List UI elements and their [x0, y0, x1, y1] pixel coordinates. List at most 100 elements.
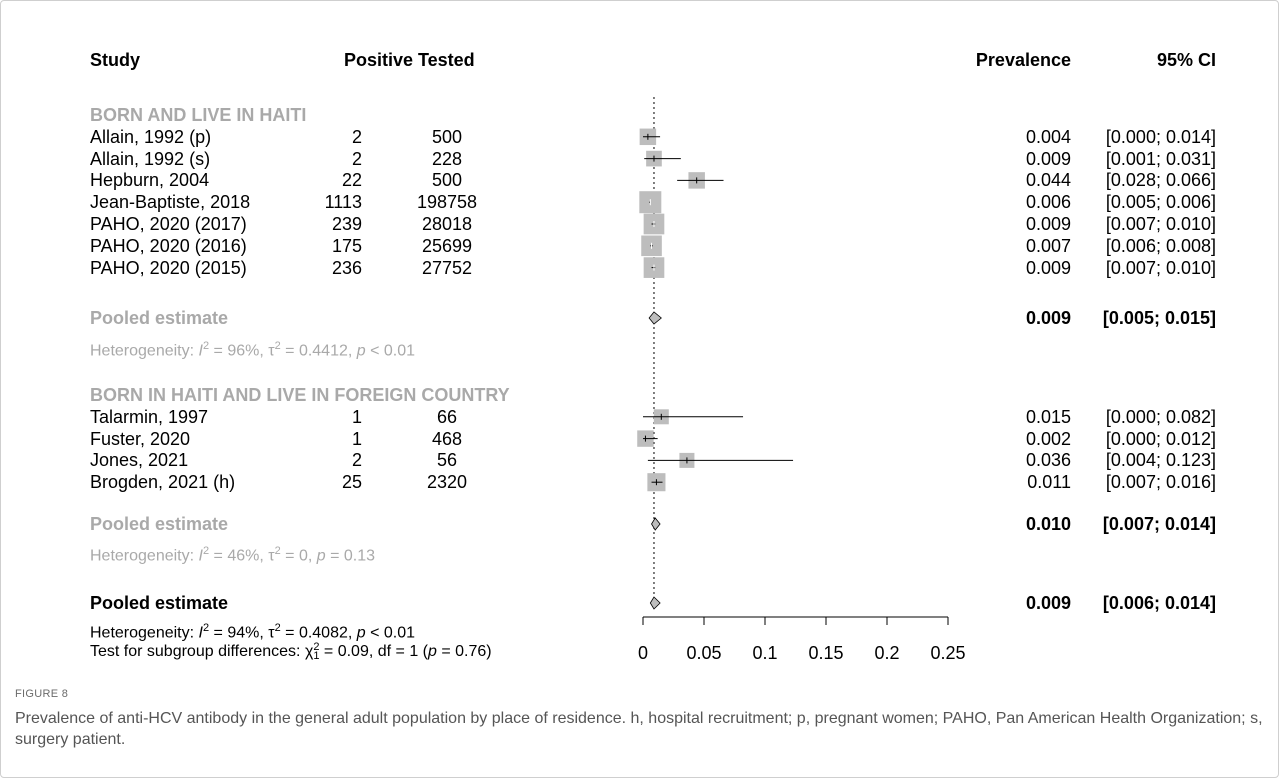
- forest-plot-svg: [637, 97, 949, 625]
- ci-value: [0.005; 0.006]: [1105, 192, 1216, 213]
- positive-count: 239: [331, 214, 362, 234]
- pooled-label: Pooled estimate: [90, 308, 229, 328]
- ci-value: [0.001; 0.031]: [1105, 148, 1216, 169]
- study-name: Jones, 2021: [90, 450, 189, 471]
- tau-value: = 0.4412,: [280, 342, 357, 360]
- x-tick-label: 0.1: [752, 643, 778, 663]
- positive-count: 1: [351, 406, 362, 427]
- p-value: < 0.01: [365, 342, 416, 360]
- forest-plot: Study Positive Tested Prevalence 95% CI BORN …: [90, 50, 1216, 663]
- pooled-prevalence: 0.010: [1025, 514, 1071, 534]
- study-name: Fuster, 2020: [90, 428, 191, 449]
- group-title: BORN IN HAITI AND LIVE IN FOREIGN COUNTR…: [90, 385, 510, 405]
- x-tick-label: 0.2: [874, 643, 900, 663]
- prevalence-value: 0.009: [1025, 214, 1071, 234]
- positive-count: 22: [341, 170, 362, 191]
- header-study: Study: [90, 50, 141, 70]
- ci-value: [0.000; 0.082]: [1105, 406, 1216, 427]
- ci-value: [0.007; 0.010]: [1105, 257, 1216, 278]
- pooled-ci: [0.007; 0.014]: [1102, 514, 1216, 534]
- study-name: Talarmin, 1997: [90, 406, 209, 427]
- prevalence-value: 0.011: [1027, 472, 1071, 493]
- ci-value: [0.007; 0.010]: [1105, 214, 1216, 234]
- tau-value: = 0,: [280, 547, 317, 565]
- study-name: Allain, 1992 (s): [90, 148, 211, 169]
- tested-count: 66: [436, 406, 458, 427]
- tau-symbol: τ: [268, 547, 275, 565]
- pooled-label: Pooled estimate: [90, 514, 229, 534]
- p-symbol: p: [356, 342, 366, 360]
- tested-count: 228: [431, 148, 463, 169]
- header-prevalence: Prevalence: [975, 50, 1071, 70]
- tested-count: 25699: [421, 235, 473, 256]
- prevalence-value: 0.044: [1025, 170, 1071, 191]
- study-name: Hepburn, 2004: [90, 170, 210, 191]
- tau-value: = 0.4082,: [280, 624, 357, 642]
- p-value: < 0.01: [365, 624, 416, 642]
- figure-label: FIGURE 8: [15, 688, 69, 700]
- x-tick-label: 0.25: [930, 643, 966, 663]
- pooled-diamond: [648, 311, 662, 325]
- study-name: PAHO, 2020 (2016): [90, 235, 247, 256]
- heterogeneity-text: Heterogeneity: I2 = 96%, τ2 = 0.4412, p …: [90, 335, 415, 362]
- positive-count: 2: [351, 126, 362, 147]
- positive-count: 2: [351, 450, 362, 471]
- chi-subscript: 1: [313, 649, 320, 662]
- p-value: = 0.76): [436, 643, 492, 660]
- study-name: PAHO, 2020 (2017): [90, 214, 247, 234]
- x-tick-label: 0.15: [808, 643, 844, 663]
- overall-diamond: [649, 596, 661, 610]
- i2-superscript: 2: [202, 545, 210, 557]
- positive-count: 2: [351, 148, 362, 169]
- i2-value: = 94%,: [209, 624, 269, 642]
- prevalence-value: 0.006: [1025, 192, 1071, 213]
- heterogeneity-text: Heterogeneity: I2 = 46%, τ2 = 0, p = 0.1…: [90, 540, 375, 567]
- prevalence-value: 0.002: [1025, 428, 1071, 449]
- overall-ci: [0.006; 0.014]: [1102, 593, 1216, 613]
- overall-heterogeneity: Heterogeneity: I2 = 94%, τ2 = 0.4082, p …: [90, 617, 415, 644]
- i2-symbol: I: [198, 342, 203, 360]
- study-name: Allain, 1992 (p): [90, 126, 212, 147]
- tested-count: 2320: [426, 472, 468, 493]
- tau-symbol: τ: [268, 342, 275, 360]
- heterogeneity-prefix: Heterogeneity:: [90, 342, 199, 360]
- positive-count: 175: [331, 235, 362, 256]
- tau-superscript: 2: [274, 622, 281, 634]
- p-symbol: p: [356, 624, 366, 642]
- pooled-diamond: [651, 517, 661, 531]
- tau-superscript: 2: [274, 340, 281, 352]
- prevalence-value: 0.004: [1025, 126, 1071, 147]
- figure-caption: Prevalence of anti-HCV antibody in the g…: [15, 710, 1263, 748]
- tested-count: 56: [436, 450, 458, 471]
- chi-symbol: χ: [304, 643, 314, 660]
- tested-count: 198758: [416, 192, 478, 213]
- ci-value: [0.004; 0.123]: [1105, 450, 1216, 471]
- ci-value: [0.006; 0.008]: [1105, 235, 1216, 256]
- study-name: Brogden, 2021 (h): [90, 472, 236, 493]
- positive-count: 25: [341, 472, 362, 493]
- ci-value: [0.028; 0.066]: [1105, 170, 1216, 191]
- study-name: PAHO, 2020 (2015): [90, 257, 247, 278]
- prevalence-value: 0.015: [1025, 406, 1071, 427]
- i2-value: = 96%,: [209, 342, 269, 360]
- overall-prevalence: 0.009: [1025, 593, 1071, 613]
- positive-count: 1: [351, 428, 362, 449]
- tested-count: 27752: [421, 257, 473, 278]
- heterogeneity-prefix: Heterogeneity:: [90, 624, 199, 642]
- tested-count: 28018: [421, 214, 473, 234]
- prevalence-value: 0.036: [1025, 450, 1071, 471]
- i2-superscript: 2: [202, 340, 210, 352]
- subgroup-test-prefix: Test for subgroup differences:: [90, 643, 305, 660]
- prevalence-value: 0.009: [1025, 148, 1071, 169]
- prevalence-value: 0.009: [1025, 257, 1071, 278]
- ci-value: [0.000; 0.014]: [1105, 126, 1216, 147]
- tested-count: 500: [431, 126, 463, 147]
- ci-value: [0.007; 0.016]: [1105, 472, 1216, 493]
- header-ci: 95% CI: [1156, 50, 1216, 70]
- group-title: BORN AND LIVE IN HAITI: [90, 105, 307, 125]
- tau-superscript: 2: [274, 545, 281, 557]
- study-name: Jean-Baptiste, 2018: [90, 192, 251, 213]
- pooled-prevalence: 0.009: [1025, 308, 1071, 328]
- pooled-ci: [0.005; 0.015]: [1102, 308, 1216, 328]
- i2-symbol: I: [198, 547, 203, 565]
